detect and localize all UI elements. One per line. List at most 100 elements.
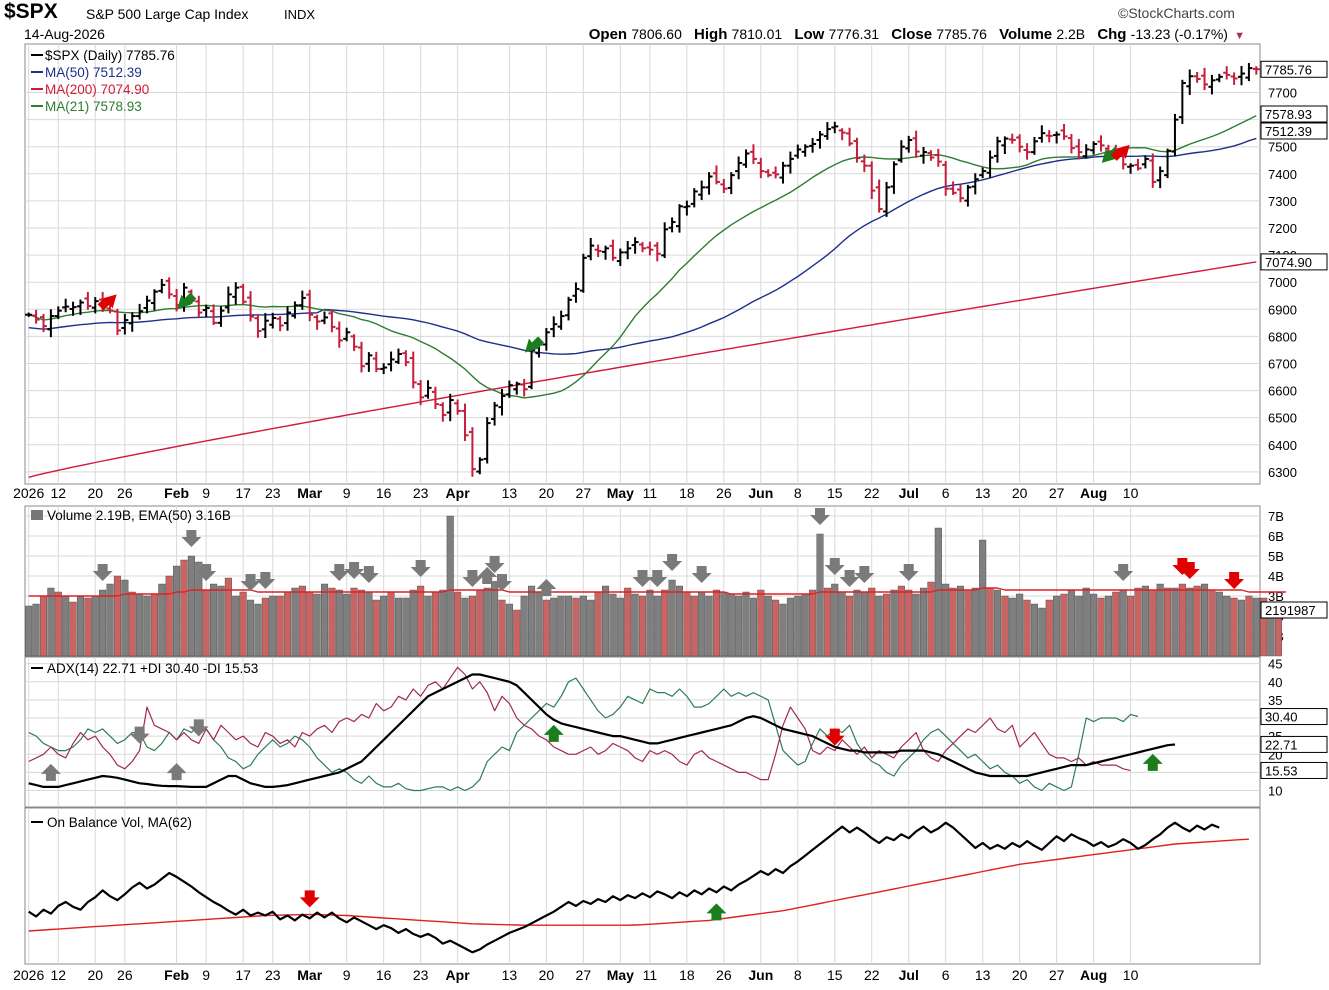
volume-bar — [380, 595, 388, 657]
volume-tick-label: 6B — [1268, 529, 1284, 544]
volume-gray-down-icon — [255, 572, 276, 589]
volume-bar — [476, 589, 484, 657]
x-axis-label: 22 — [864, 485, 880, 501]
volume-bar — [1156, 583, 1164, 657]
price-tick-label: 6300 — [1268, 465, 1297, 480]
volume-tick-label: 4B — [1268, 569, 1284, 584]
stockcharts-logo[interactable]: ©StockCharts.com — [1118, 5, 1235, 21]
volume-bar — [712, 589, 720, 657]
volume-bar — [1149, 589, 1157, 657]
volume-bar — [661, 589, 669, 657]
volume-bar — [1223, 595, 1231, 657]
volume-bar — [180, 559, 188, 657]
x-axis-label: 20 — [87, 967, 103, 983]
high-value: 7810.01 — [731, 26, 783, 42]
volume-bar — [505, 603, 513, 657]
volume-bar — [846, 595, 854, 657]
volume-bar — [757, 589, 765, 657]
volume-bar — [1119, 589, 1127, 657]
volume-bar — [468, 595, 476, 657]
price-panel — [24, 43, 1261, 485]
x-axis-label: 26 — [716, 485, 732, 501]
x-axis-label: 20 — [87, 485, 103, 501]
price-tick-label: 6700 — [1268, 356, 1297, 371]
volume-bar — [565, 595, 573, 657]
exchange-label: INDX — [284, 7, 316, 22]
volume-bar — [69, 601, 77, 657]
volume-bar — [890, 589, 898, 657]
volume-bar — [202, 589, 210, 657]
volume-bar — [683, 591, 691, 657]
volume-bar — [853, 589, 861, 657]
volume-bar — [1134, 587, 1142, 657]
volume-red-down-icon — [1224, 572, 1245, 589]
volume-bar — [927, 581, 935, 657]
volume-bar — [1104, 595, 1112, 657]
volume-gray-down-icon — [839, 570, 860, 587]
adx-value-tag-box — [1260, 735, 1328, 753]
low-label: Low — [794, 26, 825, 43]
x-axis-label: 15 — [827, 967, 843, 983]
adx-tick-label: 10 — [1268, 784, 1282, 799]
volume-bar — [217, 585, 225, 657]
volume-bar — [350, 587, 358, 657]
volume-bar — [1186, 587, 1194, 657]
volume-bar — [128, 591, 136, 657]
volume-bar — [1008, 597, 1016, 657]
volume-bar — [84, 597, 92, 657]
x-axis-label: 6 — [942, 485, 950, 501]
x-axis-label: Apr — [446, 967, 471, 983]
volume-gray-down-icon — [92, 564, 113, 581]
volume-legend-icon — [31, 510, 43, 520]
adx-value-tag: 30.40 — [1265, 710, 1298, 725]
price-value-tag: 7578.93 — [1265, 107, 1312, 122]
volume-bar — [638, 595, 647, 657]
volume-bar — [210, 583, 218, 657]
volume-bar — [964, 589, 972, 657]
chart-date: 14-Aug-2026 — [24, 26, 105, 42]
volume-bar — [136, 593, 144, 657]
price-value-tag-box — [1260, 105, 1328, 123]
volume-bar — [912, 593, 920, 657]
volume-bar — [993, 589, 1001, 657]
buy-signal-icon — [177, 292, 197, 309]
sell-signal-icon — [1110, 144, 1130, 161]
volume-bar — [557, 595, 565, 657]
volume-gray-down-icon — [1113, 564, 1134, 581]
volume-bar — [742, 591, 750, 657]
volume-bar — [698, 591, 706, 657]
x-axis-label: 15 — [827, 485, 843, 501]
x-axis-label: 26 — [117, 967, 133, 983]
volume-bar — [121, 579, 129, 657]
volume-bar — [454, 591, 462, 657]
x-axis-label: May — [607, 485, 634, 501]
x-axis-label: Jul — [899, 485, 919, 501]
volume-bar — [919, 587, 928, 657]
volume-bar — [173, 565, 181, 657]
volume-gray-down-icon — [344, 562, 365, 579]
x-axis-label: 9 — [343, 967, 351, 983]
price-tick-label: 6400 — [1268, 438, 1297, 453]
volume-bar — [883, 593, 891, 657]
volume-bar — [47, 587, 55, 657]
volume-bar — [1127, 595, 1135, 657]
volume-bar — [1112, 591, 1120, 657]
x-axis-label: 10 — [1123, 967, 1139, 983]
x-axis-label: 23 — [413, 967, 429, 983]
volume-gray-down-icon — [898, 564, 919, 581]
volume-gray-down-icon — [462, 570, 483, 587]
volume-bar — [143, 595, 151, 657]
volume-bar — [195, 561, 203, 657]
x-axis-label: 27 — [576, 967, 592, 983]
volume-bar — [942, 583, 950, 657]
price-value-tag-box — [1260, 253, 1328, 271]
volume-gray-down-icon — [491, 574, 512, 591]
x-axis-label: 9 — [343, 485, 351, 501]
volume-bar — [1252, 597, 1260, 657]
open-label: Open — [588, 26, 628, 43]
x-axis-label: Feb — [164, 967, 189, 983]
close-value: 7785.76 — [936, 26, 987, 42]
x-axis-label: 13 — [502, 967, 518, 983]
volume-bar — [313, 593, 321, 657]
